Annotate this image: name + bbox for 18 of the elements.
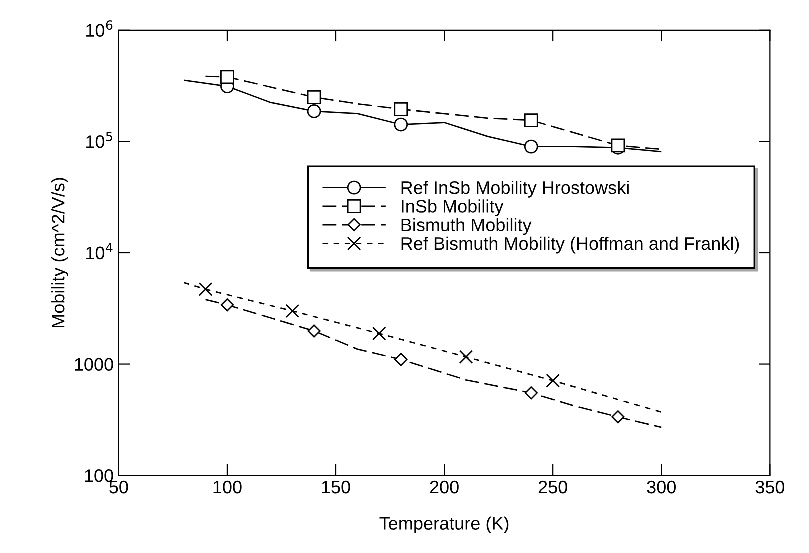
x-tick-label: 200 xyxy=(430,480,459,494)
x-tick-label: 50 xyxy=(110,480,128,494)
y-tick-label: 10$^{6}$ xyxy=(86,20,113,37)
legend-label: Bismuth Mobility xyxy=(402,218,532,236)
x-tick-label: 350 xyxy=(756,480,785,494)
y-axis-title: Mobility (cm^2/V/s) xyxy=(52,178,68,328)
legend-label: Ref Bismuth Mobility (Hoffman and Frankl) xyxy=(402,236,740,254)
x-tick-label: 250 xyxy=(538,480,568,494)
legend-label: Ref InSb Mobility Hrostowski xyxy=(402,181,629,198)
x-tick-label: 100 xyxy=(214,480,242,494)
x-tick-label: 150 xyxy=(322,480,350,494)
x-tick-label: 300 xyxy=(647,480,676,494)
y-tick-label: 100 xyxy=(85,470,114,482)
y-tick-label: 1000 xyxy=(75,358,114,372)
y-tick-label: 10$^{4}$ xyxy=(86,243,113,260)
legend-label: InSb Mobility xyxy=(402,200,504,216)
y-tick-label: 10$^{5}$ xyxy=(86,132,112,148)
x-axis-title: Temperature (K) xyxy=(380,516,509,534)
